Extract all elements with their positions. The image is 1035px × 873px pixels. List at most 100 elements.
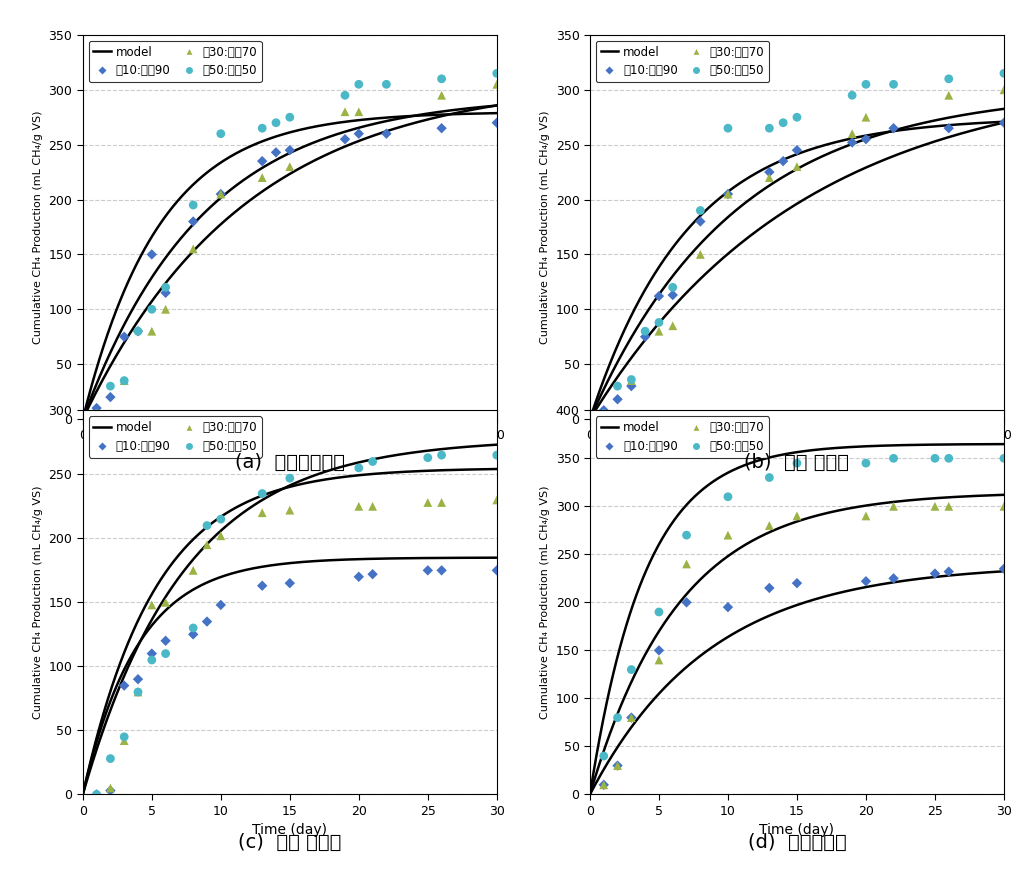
Point <box>885 78 901 92</box>
Point <box>719 187 736 201</box>
Point <box>212 127 229 141</box>
Point <box>623 663 640 677</box>
Point <box>996 66 1012 80</box>
Point <box>88 787 105 801</box>
Point <box>844 88 860 102</box>
Point <box>996 499 1012 513</box>
Point <box>719 187 736 201</box>
Point <box>595 778 612 792</box>
Point <box>678 528 694 542</box>
Point <box>144 653 160 667</box>
Point <box>144 324 160 338</box>
Point <box>102 390 119 404</box>
Point <box>351 78 367 92</box>
Point <box>129 324 146 338</box>
Point <box>858 78 875 92</box>
Point <box>212 187 229 201</box>
Point <box>144 598 160 612</box>
Point <box>885 121 901 135</box>
Point <box>595 407 612 421</box>
Point <box>185 215 202 229</box>
Point <box>789 110 805 124</box>
Point <box>941 499 957 513</box>
X-axis label: Time (day): Time (day) <box>760 448 834 462</box>
Point <box>941 72 957 86</box>
Point <box>199 538 215 552</box>
Point <box>434 448 450 462</box>
Y-axis label: Cumulative CH₄ Production (mL CH₄/g VS): Cumulative CH₄ Production (mL CH₄/g VS) <box>33 485 43 719</box>
Point <box>761 581 777 595</box>
Point <box>926 451 943 465</box>
Point <box>116 678 132 692</box>
Point <box>595 749 612 763</box>
Point <box>351 105 367 119</box>
Point <box>926 499 943 513</box>
Point <box>254 505 270 519</box>
Point <box>692 215 709 229</box>
Point <box>185 242 202 256</box>
Point <box>789 456 805 470</box>
Point <box>761 471 777 485</box>
Point <box>157 302 174 316</box>
Point <box>268 146 285 160</box>
Point <box>692 247 709 261</box>
Point <box>185 628 202 642</box>
Point <box>610 392 626 406</box>
Point <box>351 461 367 475</box>
Point <box>678 595 694 609</box>
Point <box>926 567 943 581</box>
Point <box>116 733 132 747</box>
Point <box>199 519 215 533</box>
Point <box>858 110 875 124</box>
Point <box>844 135 860 149</box>
Point <box>996 116 1012 130</box>
Point <box>489 78 505 92</box>
Point <box>157 647 174 661</box>
Point <box>336 105 353 119</box>
Point <box>651 643 668 657</box>
Point <box>129 672 146 686</box>
Point <box>378 78 394 92</box>
Point <box>885 451 901 465</box>
Point <box>364 455 381 469</box>
Legend: model, 음10:하수90, 음30:하수70, 음50:하수50: model, 음10:하수90, 음30:하수70, 음50:하수50 <box>596 416 769 457</box>
Point <box>282 471 298 485</box>
Point <box>351 499 367 513</box>
Point <box>116 374 132 388</box>
Point <box>885 571 901 585</box>
Legend: model, 음10:오니90, 음30:오니70, 음50:오니50: model, 음10:오니90, 음30:오니70, 음50:오니50 <box>596 41 769 82</box>
X-axis label: Time (day): Time (day) <box>760 823 834 837</box>
Point <box>116 730 132 744</box>
Point <box>88 401 105 415</box>
Point <box>129 324 146 338</box>
X-axis label: Time (day): Time (day) <box>253 448 327 462</box>
Point <box>595 778 612 792</box>
Point <box>489 116 505 130</box>
Point <box>941 565 957 579</box>
Y-axis label: Cumulative CH₄ Production (mL CH₄/g VS): Cumulative CH₄ Production (mL CH₄/g VS) <box>33 110 43 344</box>
Point <box>268 116 285 130</box>
Point <box>212 512 229 526</box>
Point <box>144 247 160 261</box>
Point <box>664 280 681 294</box>
Point <box>489 563 505 577</box>
Point <box>116 374 132 388</box>
Point <box>489 66 505 80</box>
Point <box>761 121 777 135</box>
Point <box>282 576 298 590</box>
Point <box>351 570 367 584</box>
Point <box>102 784 119 798</box>
Point <box>254 121 270 135</box>
Point <box>144 647 160 661</box>
Point <box>858 574 875 588</box>
Point <box>434 121 450 135</box>
Point <box>254 170 270 184</box>
Point <box>282 143 298 157</box>
Point <box>651 289 668 303</box>
Point <box>692 203 709 217</box>
Point <box>185 621 202 635</box>
Point <box>719 490 736 504</box>
Point <box>157 285 174 299</box>
Point <box>595 412 612 426</box>
Point <box>489 448 505 462</box>
